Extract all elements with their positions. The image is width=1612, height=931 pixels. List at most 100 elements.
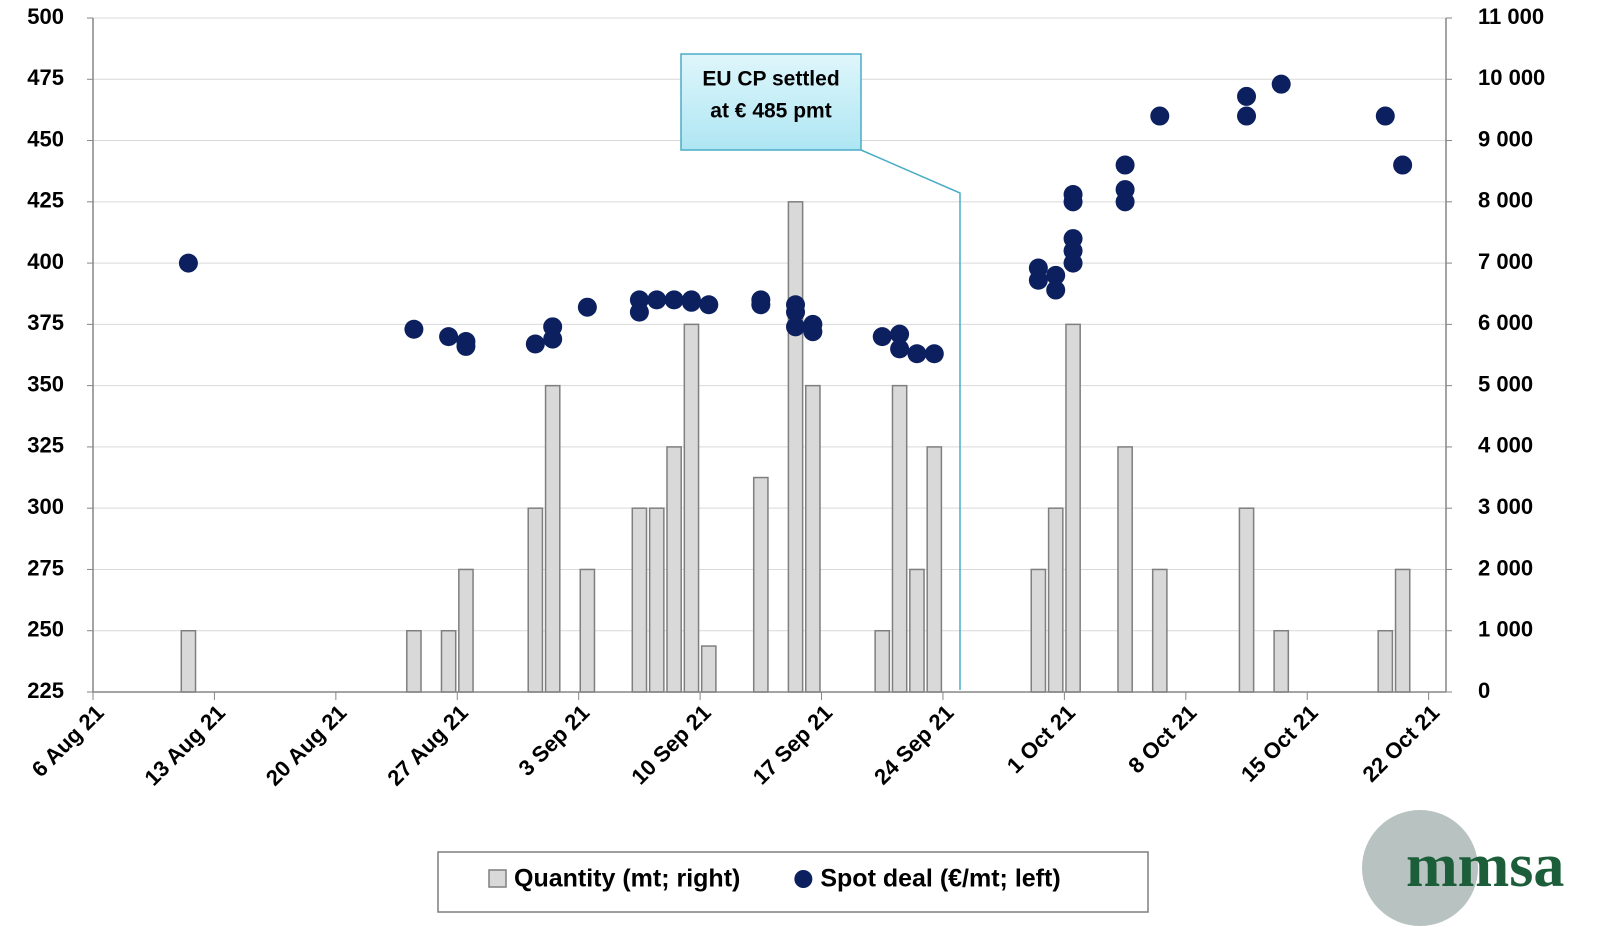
bar	[1396, 569, 1410, 692]
y-tick-label: 375	[27, 310, 64, 335]
x-tick-label: 15 Oct 21	[1236, 700, 1323, 787]
y2-tick-label: 6 000	[1478, 310, 1533, 335]
x-tick-label: 22 Oct 21	[1357, 700, 1444, 787]
point	[439, 327, 458, 346]
point	[1150, 107, 1169, 126]
bar	[667, 447, 681, 692]
y2-tick-label: 0	[1478, 678, 1490, 703]
bar	[806, 386, 820, 692]
point	[682, 293, 701, 312]
bar	[875, 631, 889, 692]
point	[543, 330, 562, 349]
y-tick-label: 325	[27, 433, 64, 458]
x-tick-label: 20 Aug 21	[261, 700, 352, 791]
logo: mmsa	[1406, 832, 1564, 900]
bar	[632, 508, 646, 692]
x-tick-label: 13 Aug 21	[139, 700, 230, 791]
chart: EU CP settled at € 485 pmt Quantity (mt;…	[0, 0, 1612, 926]
point	[1064, 254, 1083, 273]
point	[751, 295, 770, 314]
legend-swatch	[489, 870, 506, 887]
point	[647, 290, 666, 309]
y-tick-label: 225	[27, 678, 64, 703]
marks	[179, 75, 1412, 692]
legend-swatch	[794, 870, 812, 888]
point	[179, 254, 198, 273]
annotation-text: EU CP settled	[702, 68, 839, 91]
x-tick-label: 10 Sep 21	[626, 700, 715, 789]
bar	[407, 631, 421, 692]
y2-tick-label: 1 000	[1478, 617, 1533, 642]
point	[1237, 107, 1256, 126]
point	[907, 344, 926, 363]
x-tick-label: 6 Aug 21	[27, 700, 109, 782]
bar	[650, 508, 664, 692]
x-tick-label: 24 Sep 21	[869, 700, 958, 789]
legend-label: Spot deal (€/mt; left)	[820, 865, 1060, 893]
bar	[910, 569, 924, 692]
y2-tick-label: 5 000	[1478, 371, 1533, 396]
bar	[459, 569, 473, 692]
page: {"chart_data": {"type": "combo", "x_type…	[0, 0, 1612, 926]
bar	[1066, 324, 1080, 692]
bar	[684, 324, 698, 692]
bar	[441, 631, 455, 692]
point	[456, 337, 475, 356]
bar	[1118, 447, 1132, 692]
point	[1116, 192, 1135, 211]
y-tick-label: 300	[27, 494, 64, 519]
y2-tick-label: 10 000	[1478, 65, 1545, 90]
point	[1393, 156, 1412, 175]
point	[890, 339, 909, 358]
x-tick-label: 1 Oct 21	[1002, 700, 1080, 778]
x-tick-label: 8 Oct 21	[1123, 700, 1201, 778]
y2-tick-label: 11 000	[1478, 4, 1544, 29]
y-tick-label: 350	[27, 371, 64, 396]
x-tick-label: 3 Sep 21	[514, 700, 595, 781]
bar	[892, 386, 906, 692]
bar	[754, 478, 768, 692]
point	[1116, 156, 1135, 175]
bar	[788, 202, 802, 692]
bar	[927, 447, 941, 692]
y-tick-label: 275	[27, 555, 64, 580]
y-tick-label: 400	[27, 249, 64, 274]
point	[665, 290, 684, 309]
y2-tick-label: 8 000	[1478, 188, 1533, 213]
bar	[1031, 569, 1045, 692]
bar	[1239, 508, 1253, 692]
bar	[546, 386, 560, 692]
point	[578, 298, 597, 317]
point	[873, 327, 892, 346]
bar	[528, 508, 542, 692]
bar	[181, 631, 195, 692]
bar	[1274, 631, 1288, 692]
y-tick-label: 500	[27, 4, 64, 29]
point	[526, 334, 545, 353]
bar	[1153, 569, 1167, 692]
bar	[702, 646, 716, 692]
legend-label: Quantity (mt; right)	[514, 865, 740, 893]
point	[925, 344, 944, 363]
y-tick-label: 425	[27, 188, 64, 213]
point	[1237, 87, 1256, 106]
bar	[1378, 631, 1392, 692]
annotation-text: at € 485 pmt	[710, 100, 831, 123]
y2-tick-label: 7 000	[1478, 249, 1533, 274]
point	[1064, 192, 1083, 211]
y2-tick-label: 2 000	[1478, 555, 1533, 580]
point	[1272, 75, 1291, 94]
point	[803, 322, 822, 341]
x-tick-label: 17 Sep 21	[748, 700, 837, 789]
bar	[580, 569, 594, 692]
point	[699, 295, 718, 314]
y2-tick-label: 9 000	[1478, 126, 1533, 151]
bar	[1049, 508, 1063, 692]
y-tick-label: 475	[27, 65, 64, 90]
y2-tick-label: 3 000	[1478, 494, 1533, 519]
point	[1029, 271, 1048, 290]
point	[404, 320, 423, 339]
point	[1376, 107, 1395, 126]
point	[1046, 281, 1065, 300]
y2-tick-label: 4 000	[1478, 433, 1533, 458]
